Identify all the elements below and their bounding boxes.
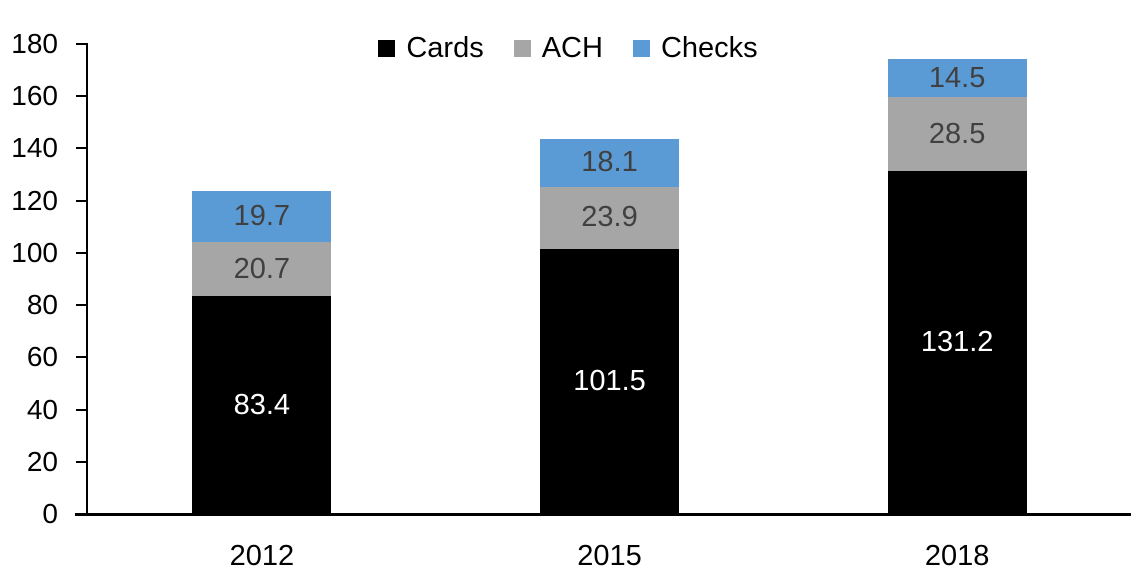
bar-value-label: 83.4 — [233, 388, 291, 421]
bar-2015-checks-segment: 18.1 — [540, 139, 679, 187]
x-axis-category-label: 2015 — [577, 540, 642, 572]
y-axis-tick — [76, 460, 88, 463]
x-axis-category-label: 2012 — [229, 540, 295, 572]
bar-2018-ach-segment: 28.5 — [887, 97, 1027, 172]
bar-2012-checks-segment: 19.7 — [192, 190, 332, 243]
y-axis-tick — [76, 304, 88, 307]
x-axis-category-label: 2018 — [924, 540, 990, 572]
bar-value-label: 14.5 — [928, 61, 986, 94]
bar-value-label: 131.2 — [920, 326, 994, 359]
y-axis-tick-label: 80 — [26, 289, 58, 321]
x-axis-line — [75, 513, 1131, 516]
bar-2015-cards-segment: 101.5 — [540, 248, 679, 514]
y-axis-tick-label: 20 — [26, 445, 58, 477]
bar-value-label: 18.1 — [581, 146, 638, 179]
bar-value-label: 19.7 — [233, 199, 291, 232]
y-axis-tick — [76, 43, 88, 45]
y-axis-tick-label: 180 — [11, 28, 58, 59]
y-axis-tick — [76, 251, 88, 254]
bar-2012-ach-segment: 20.7 — [192, 242, 332, 297]
y-axis-tick-label: 0 — [42, 498, 58, 529]
y-axis-tick — [76, 356, 88, 359]
bar-2012-cards-segment: 83.4 — [192, 296, 332, 514]
y-axis-tick — [76, 408, 88, 411]
y-axis-tick — [76, 95, 88, 98]
y-axis-tick-label: 160 — [11, 80, 58, 112]
y-axis-tick — [76, 199, 88, 202]
y-axis-tick-label: 40 — [26, 393, 58, 425]
bar-2018-checks-segment: 14.5 — [887, 59, 1027, 97]
bar-2015-ach-segment: 23.9 — [540, 186, 679, 249]
bar-value-label: 28.5 — [928, 117, 986, 150]
y-axis-tick-label: 100 — [11, 236, 58, 268]
bar-value-label: 23.9 — [581, 201, 638, 234]
bar-2018-cards-segment: 131.2 — [887, 171, 1027, 514]
y-axis-tick-label: 60 — [26, 341, 58, 373]
y-axis-tick — [76, 147, 88, 150]
bar-value-label: 101.5 — [573, 364, 646, 397]
y-axis-tick — [76, 513, 88, 515]
bar-value-label: 20.7 — [233, 252, 291, 285]
y-axis-line — [86, 44, 88, 516]
y-axis-tick-label: 120 — [11, 184, 58, 216]
y-axis-tick-label: 140 — [11, 132, 58, 164]
